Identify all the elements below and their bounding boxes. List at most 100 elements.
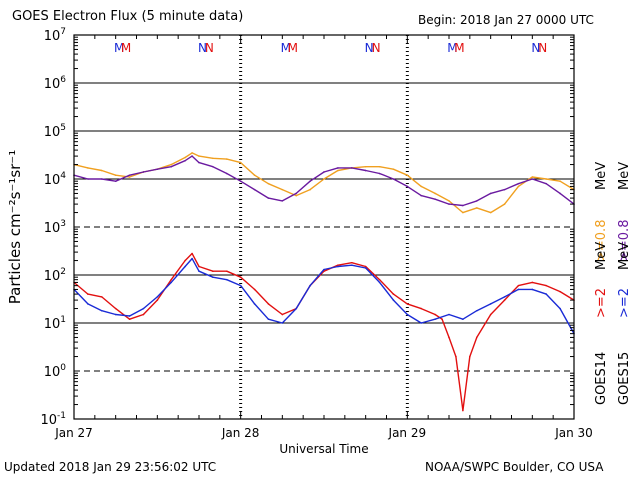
series-line (73, 257, 575, 334)
data-point (350, 167, 353, 169)
data-point (350, 264, 353, 267)
data-point (503, 299, 506, 301)
data-point (100, 296, 103, 298)
legend-unit: MeV (594, 162, 609, 190)
data-point (309, 284, 311, 287)
data-point (281, 200, 284, 202)
data-point (559, 180, 561, 182)
data-point (462, 409, 464, 412)
data-point (170, 163, 173, 166)
data-point (239, 284, 242, 287)
data-point (323, 178, 325, 180)
y-tick-label: 103 (44, 219, 66, 236)
data-point (517, 288, 520, 291)
data-point (170, 281, 173, 284)
eclipse-marker: N (205, 41, 214, 55)
data-point (420, 194, 423, 197)
data-point (545, 284, 548, 287)
eclipse-marker: M (114, 41, 124, 55)
data-point (392, 178, 395, 180)
x-tick-label: Jan 29 (388, 426, 427, 440)
data-point (434, 192, 436, 195)
legend-unit: MeV (617, 242, 632, 270)
data-point (309, 180, 311, 182)
data-point (475, 309, 478, 312)
data-point (114, 174, 117, 176)
data-point (184, 265, 186, 268)
data-point (503, 188, 506, 191)
data-point (475, 336, 478, 339)
data-point (531, 178, 534, 180)
marker-layer: MM NN MM NN MM NN (114, 41, 547, 55)
data-point (489, 303, 492, 305)
data-point (559, 307, 561, 310)
data-point (184, 159, 186, 162)
data-point (198, 155, 200, 157)
data-point (364, 165, 367, 168)
data-point (448, 336, 450, 339)
eclipse-marker: N (365, 41, 374, 55)
data-point (225, 270, 228, 272)
data-point (406, 313, 409, 316)
data-point (531, 281, 534, 284)
grid-layer (74, 35, 574, 419)
y-tick-label: 107 (44, 27, 66, 44)
data-point (489, 211, 492, 214)
data-point (87, 303, 89, 305)
data-point (100, 309, 103, 312)
data-point (191, 252, 193, 255)
data-point (100, 169, 103, 172)
credit-text: NOAA/SWPC Boulder, CO USA (425, 460, 604, 474)
data-point (142, 307, 145, 310)
data-point (87, 167, 89, 169)
data-point (114, 307, 117, 310)
y-tick-label: 100 (44, 363, 67, 380)
y-tick-label: 10-1 (40, 411, 66, 428)
data-point (545, 182, 548, 185)
data-point (156, 168, 159, 171)
legend-ge2: >=2 (594, 288, 609, 318)
eclipse-marker: N (538, 41, 547, 55)
data-point (198, 270, 200, 272)
y-tick-label: 105 (44, 123, 66, 140)
legend-unit: MeV (617, 162, 632, 190)
data-point (441, 318, 443, 320)
data-point (142, 171, 145, 173)
data-point (156, 296, 159, 298)
data-point (239, 180, 242, 182)
y-tick-label: 101 (44, 315, 66, 332)
data-point (406, 185, 409, 188)
data-point (489, 313, 492, 316)
data-point (323, 268, 325, 271)
legend-ge08: >=0.8 (594, 220, 609, 262)
series-line (73, 252, 575, 412)
legend-unit: MeV (594, 242, 609, 270)
data-point (309, 188, 311, 191)
data-point (434, 313, 436, 316)
data-point (448, 203, 450, 205)
data-point (87, 178, 89, 180)
data-point (114, 313, 117, 316)
data-point (281, 322, 284, 324)
data-point (267, 182, 270, 185)
data-point (469, 355, 471, 358)
data-point (253, 188, 256, 191)
data-point (406, 174, 409, 176)
eclipse-marker: M (454, 41, 464, 55)
eclipse-marker: N (198, 41, 207, 55)
data-point (295, 194, 298, 197)
data-point (475, 200, 478, 202)
data-point (191, 257, 193, 260)
data-point (225, 158, 228, 160)
data-point (170, 278, 173, 281)
data-point (517, 284, 520, 287)
legend-ge2: >=2 (617, 288, 632, 318)
data-point (267, 303, 270, 305)
data-point (128, 174, 131, 176)
data-point (239, 161, 242, 164)
x-tick-label: Jan 27 (54, 426, 93, 440)
series-line (73, 155, 575, 207)
eclipse-marker: M (281, 41, 291, 55)
data-point (281, 313, 284, 316)
